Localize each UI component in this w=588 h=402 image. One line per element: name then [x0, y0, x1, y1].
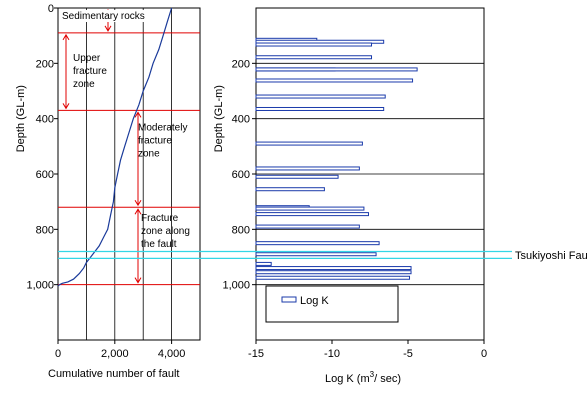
y-axis-label: Depth (GL-m)	[15, 85, 27, 152]
logk-bar	[255, 270, 412, 275]
legend-swatch	[281, 296, 297, 303]
y-tick-label: 800	[232, 224, 250, 236]
zone-arrow-head	[134, 111, 142, 118]
logk-bar	[255, 174, 339, 179]
logk-bar	[255, 261, 272, 266]
zone-label: the fault	[141, 239, 177, 250]
zone-label: fracture	[73, 66, 107, 77]
y-tick-label: 1,000	[26, 280, 54, 292]
x-axis-label-tail: / sec)	[374, 373, 401, 385]
zone-label: Fracture	[141, 213, 179, 224]
tsukiyoshi-fault-band: Tsukiyoshi Fault	[58, 250, 588, 262]
zone-label: zone	[73, 79, 95, 90]
cumulative-fault-curve	[57, 7, 173, 287]
x-tick-label: 4,000	[158, 348, 186, 360]
logk-bar	[255, 252, 377, 257]
y-tick-label: 200	[36, 58, 54, 70]
zone-arrow-head	[104, 25, 112, 32]
zone-arrow-head	[134, 277, 142, 284]
y-tick-label: 1,000	[222, 280, 250, 292]
zone-label: zone along	[141, 226, 190, 237]
y-tick-label: 600	[232, 169, 250, 181]
legend-box	[265, 285, 399, 323]
x-axis-label: Cumulative number of fault	[48, 368, 179, 380]
logk-bar	[255, 141, 363, 146]
y-tick-label: 600	[36, 169, 54, 181]
logk-bar	[255, 78, 414, 83]
zone-label: fracture	[138, 135, 172, 146]
y-tick-label: 0	[48, 3, 54, 15]
x-tick-label: -5	[403, 348, 413, 360]
logk-bar	[255, 241, 380, 246]
zone-label: Moderately	[138, 122, 187, 133]
logk-bar	[255, 224, 360, 229]
legend-label: Log K	[300, 295, 329, 307]
logk-bar	[255, 187, 325, 192]
x-tick-label: 0	[481, 348, 487, 360]
logk-bar	[255, 106, 385, 111]
x-tick-label: 0	[55, 348, 61, 360]
logk-bar	[255, 42, 373, 47]
y-tick-label: 200	[232, 58, 250, 70]
logk-bar	[255, 94, 386, 99]
logk-bar	[255, 212, 369, 217]
zone-label: zone	[138, 148, 160, 159]
zone-arrow-head	[134, 208, 142, 215]
logk-bar	[255, 206, 365, 211]
logk-bar	[255, 266, 412, 271]
logk-bar	[255, 55, 373, 60]
x-axis-label: Log K (m3/ sec)	[325, 370, 401, 385]
logk-bar	[255, 166, 360, 171]
x-tick-label: -10	[324, 348, 340, 360]
zone-arrow-head	[134, 199, 142, 207]
y-tick-label: 800	[36, 224, 54, 236]
fault-count-panel: Sedimentary rocks Upper fracture zone Modera…	[15, 3, 201, 380]
zone-arrow-head	[62, 103, 70, 110]
logk-bar	[255, 67, 418, 72]
y-tick-label: 400	[36, 114, 54, 126]
y-tick-label: 400	[232, 114, 250, 126]
zone-label: Sedimentary rocks	[62, 11, 145, 22]
logk-panel: -15 -10 -5 0 200 400 600 800 1,000 Depth (GL-m) Lo…	[213, 7, 487, 385]
zone-label: Upper	[73, 53, 101, 64]
zone-arrow-head	[62, 33, 70, 41]
x-tick-label: -15	[248, 348, 264, 360]
y-axis-label: Depth (GL-m)	[213, 85, 225, 152]
x-axis-label-superscript: 3	[370, 370, 375, 379]
x-axis-label-main: Log K (m	[325, 373, 370, 385]
x-tick-label: 2,000	[101, 348, 129, 360]
fault-label: Tsukiyoshi Fault	[515, 250, 588, 262]
logk-bar	[255, 275, 411, 280]
zone-label-background	[60, 10, 156, 22]
